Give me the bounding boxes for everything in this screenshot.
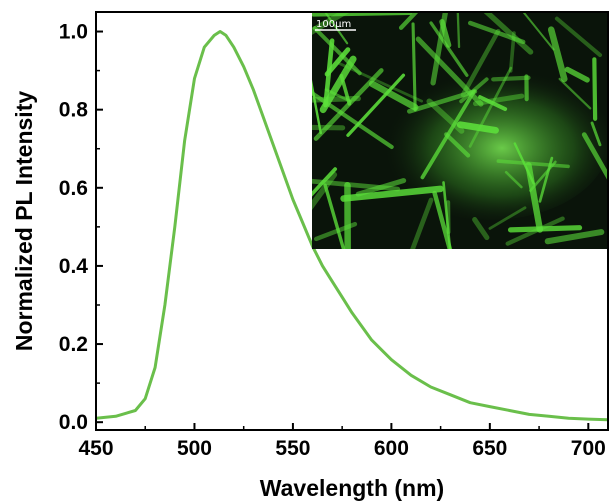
crystal-rod <box>340 185 444 202</box>
x-tick-label: 700 <box>571 437 606 460</box>
x-tick-label: 650 <box>472 437 507 460</box>
crystal-rod <box>324 12 349 45</box>
crystal-rod <box>468 66 513 148</box>
crystal-rod <box>478 95 508 112</box>
crystal-rod <box>339 73 352 106</box>
x-tick-label: 600 <box>374 437 409 460</box>
crystal-rod <box>415 36 484 107</box>
crystal-rod <box>472 217 490 241</box>
crystal-rod <box>508 31 516 73</box>
y-axis: 0.0 0.2 0.4 0.6 0.8 1.0 <box>59 21 103 434</box>
x-axis-title: Wavelength (nm) <box>260 475 444 501</box>
crystal-rod <box>312 171 338 211</box>
crystal-rod <box>429 21 469 77</box>
crystal-rod <box>564 66 590 83</box>
crystal-rod <box>488 206 527 230</box>
y-tick-label: 0.0 <box>59 411 88 434</box>
crystal-rod <box>467 20 526 45</box>
crystal-rod <box>368 80 419 111</box>
crystal-rod <box>592 57 598 121</box>
crystal-rod <box>505 216 565 246</box>
crystal-rod <box>581 132 608 181</box>
crystal-rod <box>406 89 478 114</box>
crystal-rod <box>507 225 583 233</box>
crystal-rod <box>323 38 335 108</box>
crystal-rod <box>558 77 592 110</box>
crystal-rod <box>544 229 605 245</box>
crystal-rod <box>460 28 501 98</box>
crystal-rod <box>312 79 322 135</box>
y-tick-label: 1.0 <box>59 21 88 44</box>
y-tick-label: 0.8 <box>59 99 89 122</box>
crystal-rod <box>529 160 557 192</box>
crystal-rod <box>525 162 544 233</box>
y-tick-label: 0.6 <box>59 177 88 200</box>
crystal-rod <box>337 61 424 103</box>
crystal-rod <box>312 124 346 131</box>
crystal-rod <box>496 159 570 169</box>
crystal-rod <box>426 98 465 134</box>
crystal-rod <box>522 12 555 51</box>
crystal-rod <box>312 167 338 197</box>
inset-micrograph: 100μm <box>312 12 608 249</box>
crystal-rod <box>456 12 461 49</box>
crystal-rod <box>538 156 554 203</box>
crystal-rod <box>323 183 346 249</box>
crystal-rod <box>312 90 394 150</box>
crystal-rod <box>410 197 434 249</box>
scale-bar-label: 100μm <box>316 19 351 30</box>
crystal-rod <box>411 22 417 112</box>
crystal-rod <box>590 121 602 147</box>
crystal-rod <box>420 89 476 180</box>
crystal-rod <box>554 16 603 58</box>
crystal-rod <box>491 75 531 82</box>
x-tick-label: 500 <box>177 437 212 460</box>
crystal-rod <box>456 121 499 134</box>
crystal-rod <box>430 12 449 86</box>
crystal-rod <box>444 132 471 158</box>
crystal-rod <box>312 178 401 192</box>
y-tick-label: 0.2 <box>59 333 88 356</box>
crystal-rod <box>482 12 534 55</box>
plot-frame <box>95 11 609 431</box>
crystal-rod <box>432 190 453 249</box>
crystal-rod <box>472 93 525 107</box>
inset-glow <box>370 60 608 220</box>
crystal-rod <box>504 170 523 189</box>
x-axis: 450 500 550 600 650 700 <box>78 423 606 460</box>
crystal-rods <box>312 12 608 249</box>
y-axis-title: Normalized PL Intensity <box>11 91 37 352</box>
x-tick-label: 450 <box>78 437 113 460</box>
x-tick-label: 550 <box>275 437 310 460</box>
y-tick-label: 0.4 <box>59 255 89 278</box>
crystal-rod <box>547 26 568 83</box>
plot-area <box>96 30 608 422</box>
pl-spectrum-line <box>96 30 608 422</box>
crystal-rod <box>346 73 406 137</box>
